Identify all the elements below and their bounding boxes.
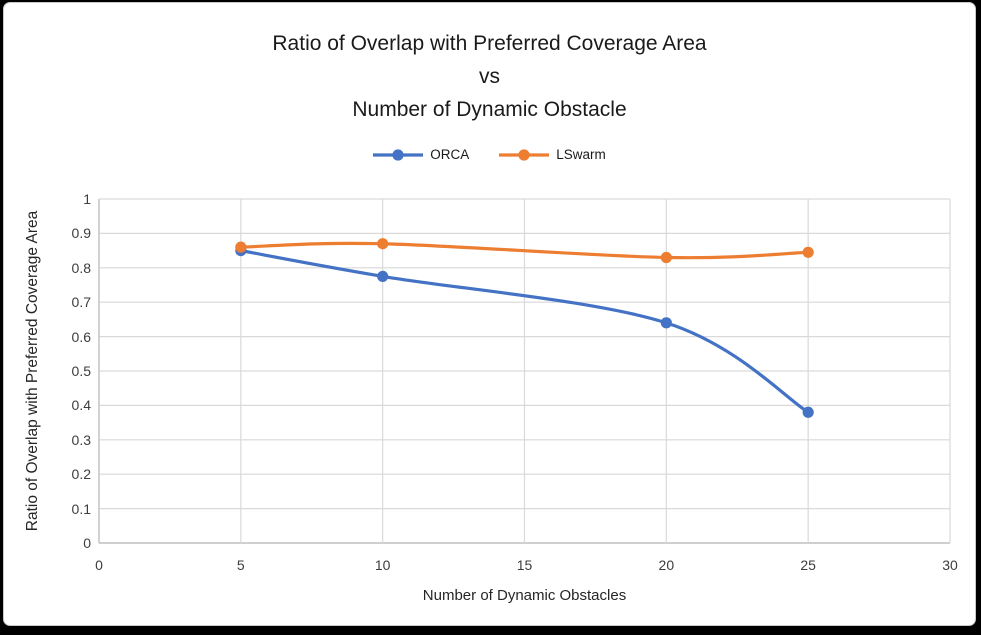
x-axis-title: Number of Dynamic Obstacles	[422, 587, 627, 604]
x-tick-label: 25	[800, 557, 816, 573]
chart-title-line-3: Number of Dynamic Obstacle	[352, 98, 627, 121]
y-tick-label: 0.5	[71, 363, 91, 379]
chart-title-line-1: Ratio of Overlap with Preferred Coverage…	[272, 32, 707, 55]
data-point-orca	[660, 317, 672, 329]
chart-frame: Ratio of Overlap with Preferred Coverage…	[3, 2, 976, 626]
y-tick-label: 0.1	[71, 500, 91, 517]
x-tick-label: 30	[942, 557, 958, 573]
legend-label: ORCA	[430, 147, 470, 162]
y-axis-title: Ratio of Overlap with Preferred Coverage…	[24, 210, 41, 532]
series-line-lswarm	[239, 241, 810, 260]
series-line-orca	[239, 249, 810, 414]
y-tick-label: 0.9	[71, 225, 91, 242]
data-point-orca	[802, 406, 814, 418]
legend-label: LSwarm	[556, 147, 606, 162]
data-point-lswarm	[235, 241, 247, 253]
y-tick-label: 0.2	[71, 466, 91, 483]
y-tick-label: 0.4	[71, 397, 91, 414]
y-tick-label: 0	[83, 535, 91, 551]
legend-marker-icon	[499, 148, 550, 161]
data-point-lswarm	[802, 246, 814, 258]
x-tick-label: 15	[516, 557, 533, 573]
y-tick-label: 0.3	[71, 431, 91, 448]
x-tick-label: 20	[658, 557, 675, 573]
y-tick-label: 0.7	[71, 294, 91, 311]
x-tick-label: 5	[236, 557, 245, 573]
y-tick-label: 0.6	[71, 328, 91, 345]
legend-item-lswarm: LSwarm	[499, 147, 606, 162]
y-tick-label: 1	[83, 191, 91, 207]
x-tick-label: 10	[374, 557, 391, 573]
data-point-lswarm	[660, 251, 672, 264]
chart-legend: ORCA LSwarm	[4, 147, 975, 162]
y-tick-label: 0.8	[71, 259, 91, 276]
legend-item-orca: ORCA	[373, 147, 469, 162]
x-tick-label: 0	[95, 557, 103, 573]
chart-title-line-2: vs	[479, 65, 500, 88]
data-point-orca	[377, 270, 389, 282]
legend-marker-icon	[373, 148, 424, 161]
plot-area	[98, 198, 951, 544]
data-point-lswarm	[377, 238, 389, 250]
chart-title: Ratio of Overlap with Preferred Coverage…	[4, 27, 975, 126]
